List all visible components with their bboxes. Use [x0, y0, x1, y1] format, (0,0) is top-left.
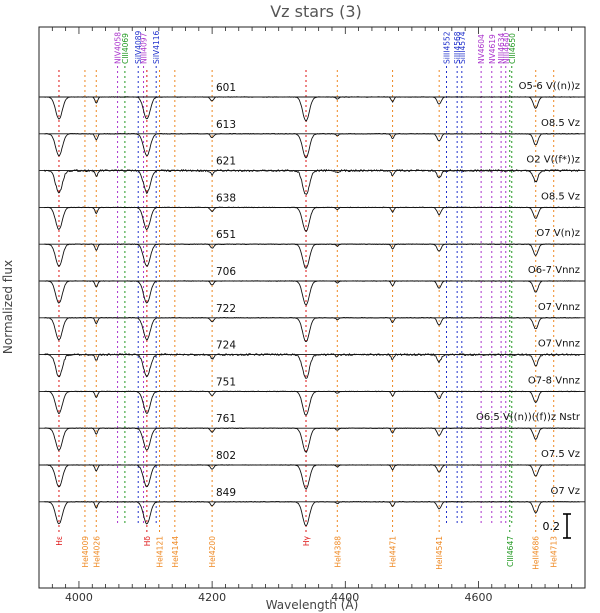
spectral-type-621: O2 V((f*))z	[526, 155, 580, 166]
bottom-label-hei4026: HeI4026	[92, 536, 101, 568]
bottom-label-hei4471: HeI4471	[389, 536, 398, 568]
top-label-ciii4069: CIII4069	[121, 33, 130, 64]
spectral-type-761: O6.5 V((n))((f))z Nstr	[476, 412, 581, 423]
spectrum-line-722	[44, 316, 580, 342]
spectral-type-638: O8.5 Vz	[541, 191, 580, 202]
top-label-niii4097: NIII4097	[140, 32, 149, 64]
bottom-label-hei4009: HeI4009	[81, 536, 90, 568]
spectrum-849: 849 O7 Vz	[39, 486, 585, 527]
top-label-siiv4116: SiIV4116	[152, 30, 161, 64]
bottom-label-hei4200: HeI4200	[208, 536, 217, 568]
spectrum-line-802	[44, 464, 580, 490]
spectrum-line-761	[44, 427, 580, 453]
spectral-type-706: O6-7 Vnnz	[528, 265, 580, 276]
spectrum-line-751	[44, 390, 580, 416]
bottom-label-heii4541: HeII4541	[435, 536, 444, 570]
star-id-706: 706	[216, 266, 236, 278]
star-id-724: 724	[216, 340, 236, 352]
chart-title: Vz stars (3)	[270, 2, 362, 21]
star-id-638: 638	[216, 192, 236, 204]
scale-bar: 0.2	[543, 513, 571, 539]
y-axis-label: Normalized flux	[1, 260, 15, 354]
bottom-label-heii4686: HeII4686	[532, 536, 541, 570]
spectral-type-751: O7-8 Vnnz	[528, 375, 580, 386]
bottom-line-labels: Hε HeI4009 HeI4026 Hδ HeI4121 HeI4144 HeI4200 H…	[55, 535, 559, 569]
bottom-label-h: Hδ	[143, 536, 152, 547]
spectral-type-724: O7 Vnnz	[538, 339, 580, 350]
star-id-601: 601	[216, 82, 236, 94]
spectrum-line-638	[44, 206, 580, 232]
bottom-label-hei4388: HeI4388	[333, 536, 342, 568]
spectral-type-651: O7 V(n)z	[536, 228, 580, 239]
spectrum-line-706	[44, 280, 580, 306]
spectrum-line-601	[44, 96, 580, 122]
star-id-651: 651	[216, 229, 236, 241]
bottom-label-hei4121: HeI4121	[156, 536, 165, 568]
bottom-label-h: Hγ	[302, 535, 311, 546]
top-label-nv4619: NV4619	[488, 34, 497, 64]
top-label-siiv4089: SiIV4089	[134, 30, 143, 64]
plot-frame	[38, 26, 586, 589]
top-label-niii4634: NIII4634	[497, 32, 506, 64]
star-id-722: 722	[216, 303, 236, 315]
spectrum-651: 651 O7 V(n)z	[39, 228, 585, 269]
spectrum-line-651	[44, 243, 580, 269]
bottom-label-hei4144: HeI4144	[171, 536, 180, 568]
spectral-type-601: O5-6 V((n))z	[519, 81, 580, 92]
top-label-ciii4650: CIII4650	[508, 33, 517, 64]
spectrum-706: 706 O6-7 Vnnz	[39, 265, 585, 306]
star-id-621: 621	[216, 156, 236, 168]
spectral-type-849: O7 Vz	[550, 486, 580, 497]
spectral-type-802: O7.5 Vz	[541, 449, 580, 460]
x-tick-label-4000: 4000	[65, 591, 93, 604]
spectrum-724: 724 O7 Vnnz	[39, 339, 585, 379]
top-label-siiii4574: SiIII4574	[458, 31, 467, 64]
bottom-label-h: Hε	[55, 536, 64, 546]
star-id-761: 761	[216, 413, 236, 425]
spectrum-line-724	[44, 352, 581, 379]
spectrum-line-621	[43, 168, 581, 196]
scale-bar-label: 0.2	[543, 520, 561, 533]
x-axis-label: Wavelength (Å)	[266, 597, 359, 612]
spectrum-802: 802 O7.5 Vz	[39, 449, 585, 490]
x-tick-label-4600: 4600	[464, 591, 492, 604]
top-label-siiii4568: SiIII4568	[453, 31, 462, 64]
line-guides	[58, 66, 555, 532]
star-id-751: 751	[216, 376, 236, 388]
spectrum-761: 761 O6.5 V((n))((f))z Nstr	[39, 412, 585, 453]
top-label-niv4058: NIV4058	[114, 32, 123, 64]
top-label-siiii4552: SiIII4552	[443, 31, 452, 64]
x-tick-label-4400: 4400	[331, 591, 359, 604]
star-id-613: 613	[216, 119, 236, 131]
x-axis: 4000 4200 4400 4600	[51, 27, 573, 604]
bottom-label-hei4713: HeI4713	[550, 536, 559, 568]
spectrum-line-849	[44, 500, 580, 527]
spectrum-638: 638 O8.5 Vz	[39, 191, 585, 232]
spectrum-722: 722 O7 Vnnz	[39, 302, 585, 342]
star-id-802: 802	[216, 450, 236, 462]
spectral-type-613: O8.5 Vz	[541, 118, 580, 129]
spectral-type-722: O7 Vnnz	[538, 302, 580, 313]
x-tick-label-4200: 4200	[198, 591, 226, 604]
spectrum-601: 601 O5-6 V((n))z	[39, 81, 585, 122]
spectrum-621: 621 O2 V((f*))z	[39, 155, 585, 196]
spectrum-line-613	[44, 132, 580, 159]
top-label-niii4640: NIII4640	[502, 32, 511, 64]
star-id-849: 849	[216, 487, 236, 499]
top-label-nv4604: NV4604	[477, 34, 486, 64]
bottom-label-ciii4647: CIII4647	[506, 536, 515, 567]
spectrum-613: 613 O8.5 Vz	[39, 118, 585, 159]
spectrum-751: 751 O7-8 Vnnz	[39, 375, 585, 416]
